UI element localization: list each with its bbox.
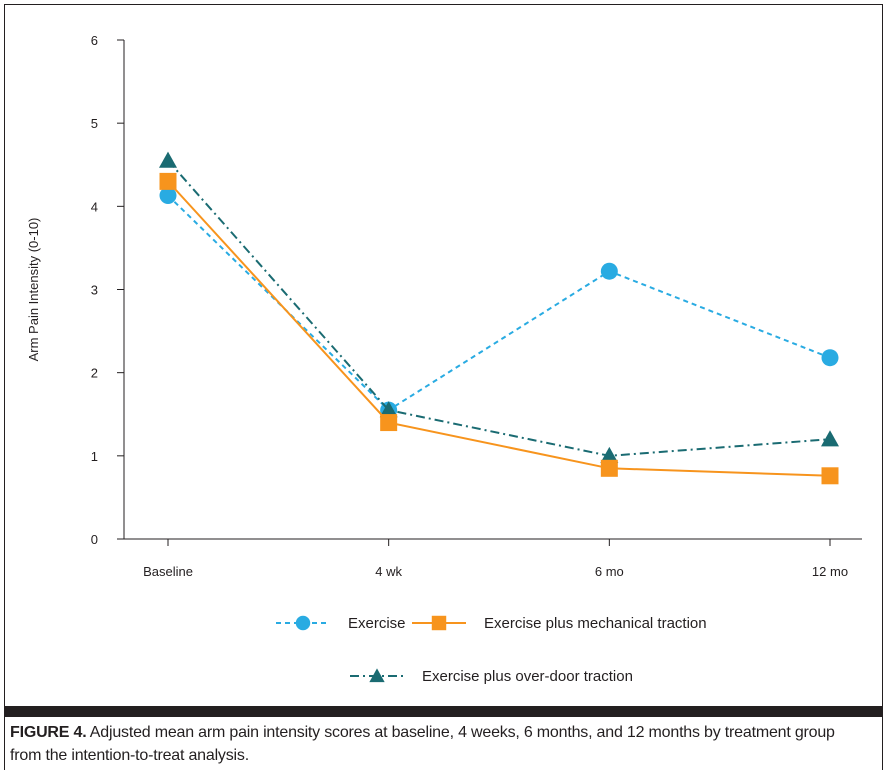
legend-label: Exercise plus over-door traction <box>422 668 633 685</box>
x-tick-label: 12 mo <box>812 564 848 579</box>
x-tick-label: 4 wk <box>375 564 402 579</box>
y-tick-label: 2 <box>91 366 98 381</box>
legend-marker <box>369 668 385 683</box>
series-line <box>167 194 831 412</box>
caption-divider <box>4 706 883 717</box>
y-axis-title: Arm Pain Intensity (0-10) <box>26 218 41 362</box>
chart-axes: 0 1 2 3 4 5 6 Baseline 4 wk 6 mo 12 mo Arm Pain Int… <box>26 33 862 579</box>
legend-marker <box>295 615 311 631</box>
data-point <box>159 187 177 205</box>
y-tick-label: 6 <box>91 33 98 48</box>
caption-label: FIGURE 4. <box>10 724 87 741</box>
data-point <box>821 467 839 485</box>
y-tick-label: 5 <box>91 116 98 131</box>
series-3 <box>159 151 839 464</box>
series-line <box>167 180 831 477</box>
data-point <box>159 172 177 190</box>
chart-legend: Exercise Exercise plus mechanical tractio… <box>276 615 707 685</box>
x-tick-label: 6 mo <box>595 564 624 579</box>
caption-text: Adjusted mean arm pain intensity scores … <box>10 724 835 764</box>
legend-item: Exercise <box>276 615 406 632</box>
chart-series <box>159 151 839 485</box>
legend-marker <box>431 615 447 631</box>
y-tick-label: 1 <box>91 449 98 464</box>
line-chart: 0 1 2 3 4 5 6 Baseline 4 wk 6 mo 12 mo Arm Pain Int… <box>26 33 862 685</box>
legend-label: Exercise <box>348 615 406 632</box>
data-point <box>600 446 619 464</box>
y-tick-label: 4 <box>91 199 98 214</box>
data-point <box>821 430 839 447</box>
x-tick-label: Baseline <box>143 564 193 579</box>
legend-item: Exercise plus mechanical traction <box>412 615 707 632</box>
figure-caption: FIGURE 4. Adjusted mean arm pain intensi… <box>10 721 870 767</box>
legend-item: Exercise plus over-door traction <box>350 668 633 685</box>
data-point <box>821 349 839 367</box>
figure-frame <box>4 4 883 770</box>
data-point <box>380 414 398 432</box>
legend-label: Exercise plus mechanical traction <box>484 615 707 632</box>
data-point <box>600 459 618 477</box>
series-1 <box>159 187 839 419</box>
data-point <box>600 262 618 280</box>
data-point <box>159 151 177 168</box>
y-tick-label: 0 <box>91 532 98 547</box>
series-line <box>167 159 831 457</box>
y-tick-label: 3 <box>91 283 98 298</box>
series-2 <box>159 172 839 485</box>
data-point <box>379 401 398 418</box>
